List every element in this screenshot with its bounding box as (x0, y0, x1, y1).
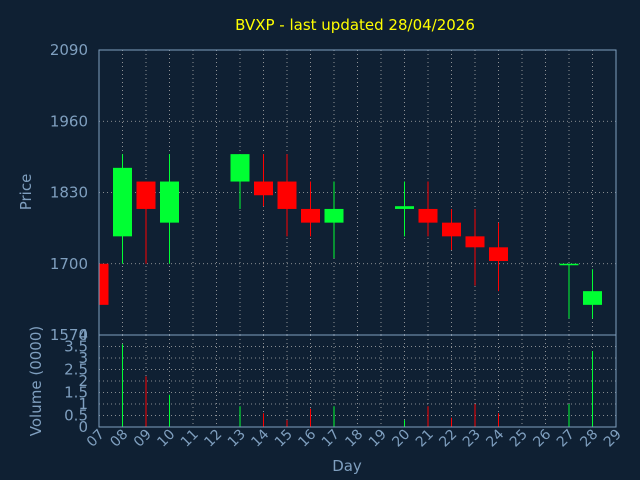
x-tick-label: 13 (225, 427, 249, 451)
x-tick-label: 19 (366, 427, 390, 451)
volume-tick-label: 1 (78, 395, 88, 413)
x-tick-label: 29 (601, 427, 625, 451)
x-tick-label: 28 (577, 427, 601, 451)
candle-body (230, 154, 250, 182)
x-tick-label: 24 (483, 426, 507, 450)
x-tick-label: 21 (413, 427, 437, 451)
chart-title: BVXP - last updated 28/04/2026 (235, 16, 475, 34)
candle-body (254, 181, 273, 196)
price-axis-label: Price (17, 174, 35, 211)
volume-tick-label: 3 (78, 349, 88, 367)
x-tick-label: 11 (178, 427, 202, 451)
x-tick-label: 09 (131, 427, 155, 451)
x-tick-label: 23 (460, 427, 484, 451)
candle-body (442, 222, 461, 237)
volume-panel (98, 334, 617, 428)
x-tick-label: 12 (201, 427, 225, 451)
x-tick-label: 08 (107, 427, 131, 451)
candle-body (489, 247, 508, 262)
candle-body (583, 291, 602, 305)
price-tick-label: 1830 (50, 184, 88, 202)
price-tick-label: 2090 (50, 41, 88, 59)
candle-body (301, 208, 320, 223)
volume-tick-label: 1.5 (64, 384, 88, 402)
volume-tick-label: 0 (78, 418, 88, 436)
x-tick-label: 25 (507, 427, 531, 451)
price-tick-label: 1700 (50, 255, 88, 273)
candle-body (324, 208, 344, 223)
x-tick-label: 17 (319, 427, 343, 451)
x-tick-label: 27 (554, 427, 578, 451)
x-tick-label: 15 (272, 427, 296, 451)
volume-axis-label: Volume (0000) (27, 326, 45, 436)
volume-tick-label: 3.5 (64, 338, 88, 356)
volume-tick-label: 2 (78, 372, 88, 390)
candle-body (113, 167, 132, 237)
volume-tick-label: 2.5 (64, 361, 88, 379)
x-tick-label: 16 (295, 426, 319, 450)
candle-body (465, 236, 485, 248)
candle-body (99, 263, 109, 305)
volume-tick-label: 4 (78, 326, 88, 344)
price-tick-label: 1960 (50, 112, 88, 130)
x-tick-label: 20 (389, 427, 413, 451)
x-axis-label: Day (332, 457, 362, 475)
x-tick-label: 14 (248, 426, 272, 450)
x-tick-label: 22 (436, 427, 460, 451)
x-tick-label: 18 (342, 427, 366, 451)
candle-body (559, 263, 579, 266)
x-tick-label: 26 (530, 426, 554, 450)
x-tick-label: 10 (154, 427, 178, 451)
price-tick-label: 1570 (50, 326, 88, 344)
candle-body (160, 181, 179, 223)
candle-body (395, 206, 414, 209)
candle-body (136, 181, 156, 209)
candle-body (277, 181, 297, 209)
candle-body (418, 208, 438, 223)
volume-tick-label: 0.5 (64, 407, 88, 425)
